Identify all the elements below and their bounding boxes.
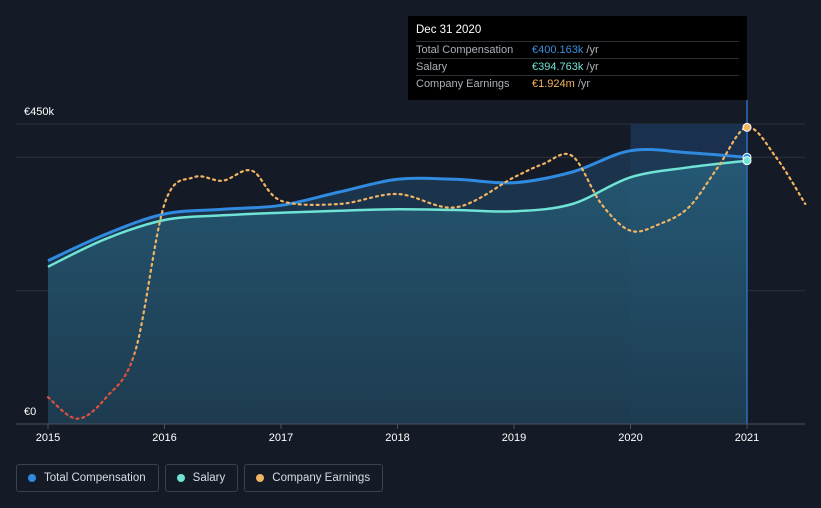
salary-area	[48, 160, 747, 424]
legend-dot-icon	[28, 474, 36, 482]
chart-legend: Total Compensation Salary Company Earnin…	[16, 464, 384, 492]
y-tick-label-bottom: €0	[24, 406, 37, 418]
tooltip-value: €394.763k	[532, 61, 584, 73]
legend-label: Salary	[192, 472, 226, 484]
legend-dot-icon	[176, 474, 185, 482]
total-compensation-line	[47, 147, 748, 263]
legend-item-total-compensation[interactable]: Total Compensation	[16, 464, 159, 492]
company-earnings-marker-dot	[742, 122, 752, 132]
tooltip-value: €1.924m	[532, 78, 575, 90]
legend-item-company-earnings[interactable]: Company Earnings	[244, 464, 384, 492]
tooltip-label: Company Earnings	[416, 78, 510, 90]
tooltip: Dec 31 2020 Total Compensation €400.163k…	[408, 16, 747, 100]
x-axis-ticks: 2015 2016 2017 2018 2019 2020 2021	[36, 424, 759, 444]
tooltip-row-company-earnings: Company Earnings €1.924m /yr	[416, 75, 739, 92]
tooltip-row-total-compensation: Total Compensation €400.163k /yr	[416, 41, 739, 58]
tooltip-label: Total Compensation	[416, 44, 514, 56]
tooltip-unit: /yr	[577, 78, 591, 90]
tooltip-row-salary: Salary €394.763k /yr	[416, 58, 739, 75]
y-tick-label-top: €450k	[24, 106, 54, 118]
x-tick-label: 2016	[152, 432, 176, 444]
tooltip-unit: /yr	[586, 61, 599, 73]
x-tick-label: 2017	[269, 432, 293, 444]
legend-dot-icon	[256, 474, 265, 482]
salary-marker-dot	[742, 156, 752, 166]
tooltip-date: Dec 31 2020	[416, 24, 482, 36]
legend-label: Total Compensation	[44, 472, 146, 484]
x-tick-label: 2018	[385, 432, 409, 444]
x-tick-label: 2020	[618, 432, 642, 444]
legend-item-salary[interactable]: Salary	[164, 464, 239, 492]
x-tick-label: 2021	[735, 432, 759, 444]
tooltip-unit: /yr	[586, 44, 599, 56]
tooltip-label: Salary	[416, 61, 448, 73]
x-tick-label: 2019	[502, 432, 526, 444]
tooltip-value: €400.163k	[532, 44, 584, 56]
salary-line	[47, 159, 748, 268]
x-tick-label: 2015	[36, 432, 60, 444]
company-earnings-line	[46, 126, 807, 420]
hover-marker-dots	[742, 122, 752, 166]
legend-label: Company Earnings	[272, 472, 371, 484]
compensation-chart: 2015 2016 2017 2018 2019 2020 2021	[16, 100, 807, 444]
